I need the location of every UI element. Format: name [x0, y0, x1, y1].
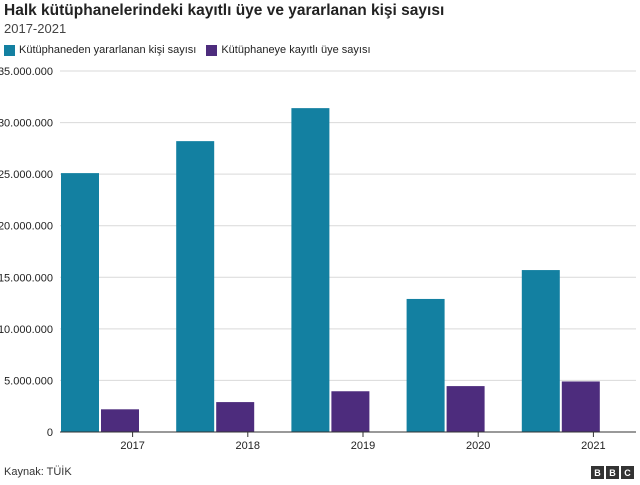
x-tick-label: 2020 [466, 440, 490, 452]
y-tick-label: 20.000.000 [0, 221, 53, 233]
bar-visitors [521, 270, 560, 432]
chart-subtitle: 2017-2021 [4, 21, 67, 36]
legend-item-visitors: Kütüphaneden yararlanan kişi sayısı [4, 44, 196, 56]
y-tick-label: 5.000.000 [4, 375, 53, 387]
bar-members [331, 391, 370, 432]
legend-swatch-visitors [4, 44, 15, 56]
logo-letter-b2: B [606, 466, 619, 479]
x-tick-label: 2019 [351, 440, 375, 452]
legend-swatch-members [206, 44, 218, 56]
legend-label-visitors: Kütüphaneden yararlanan kişi sayısı [19, 44, 197, 56]
logo-letter-b1: B [591, 466, 604, 479]
y-tick-label: 25.000.000 [0, 169, 53, 181]
legend: Kütüphaneden yararlanan kişi sayısı Kütü… [4, 44, 381, 56]
bar-visitors [176, 141, 215, 432]
x-tick-label: 2021 [581, 440, 605, 452]
legend-label-members: Kütüphaneye kayıtlı üye sayısı [221, 44, 371, 56]
x-tick-label: 2018 [236, 440, 260, 452]
bar-visitors [61, 173, 99, 432]
bar-members [216, 402, 255, 432]
bar-visitors [291, 108, 330, 432]
bar-visitors [406, 298, 445, 432]
bar-members [101, 409, 139, 432]
source-note: Kaynak: TÜİK [4, 466, 72, 478]
logo-letter-c: C [621, 466, 634, 479]
bar-members [446, 386, 485, 432]
y-tick-label: 30.000.000 [0, 118, 53, 130]
y-tick-label: 10.000.000 [0, 324, 53, 336]
chart-title: Halk kütüphanelerindeki kayıtlı üye ve y… [4, 2, 445, 19]
x-tick-label: 2017 [120, 440, 144, 452]
y-tick-label: 35.000.000 [0, 66, 53, 78]
bar-members [561, 381, 600, 432]
bar-chart: 0 5.000.000 10.000.000 15.000.000 20.000.000… [0, 66, 636, 452]
legend-item-members: Kütüphaneye kayıtlı üye sayısı [206, 44, 371, 56]
bbc-logo: B B C [591, 466, 634, 479]
y-tick-label: 15.000.000 [0, 272, 53, 284]
y-tick-label: 0 [47, 427, 53, 439]
